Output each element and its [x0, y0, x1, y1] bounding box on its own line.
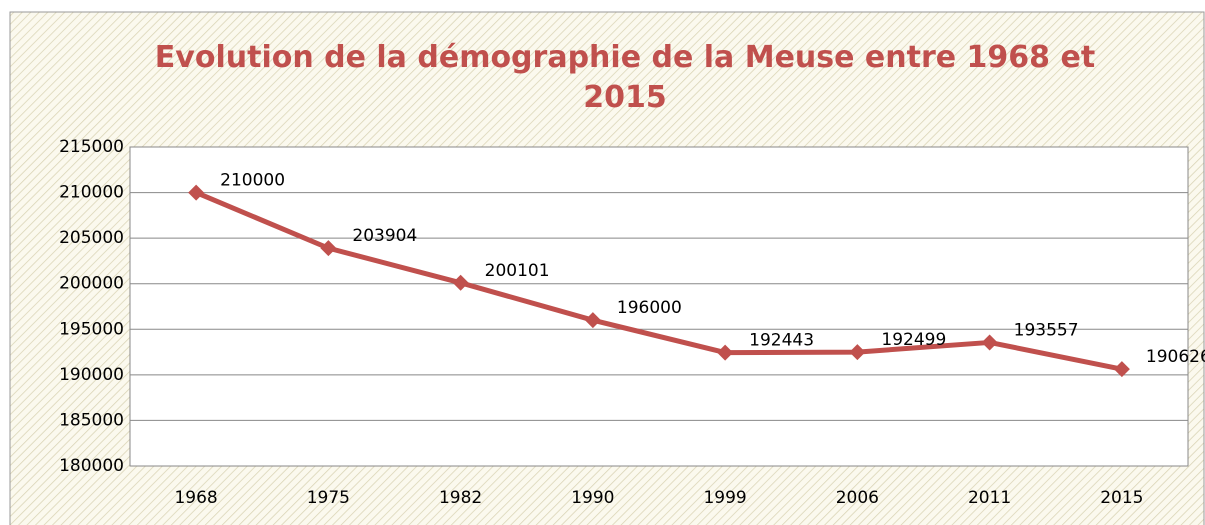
x-tick-label: 2011: [968, 488, 1011, 508]
marker: [1113, 361, 1130, 378]
x-tick-label: 2006: [836, 488, 879, 508]
data-label: 192443: [749, 331, 814, 351]
x-tick-label: 1990: [571, 488, 614, 508]
marker: [188, 184, 205, 201]
marker: [584, 312, 601, 329]
y-tick-label: 210000: [59, 183, 124, 203]
x-tick-label: 1975: [307, 488, 350, 508]
plot-area: [129, 146, 1189, 467]
data-label: 193557: [1014, 320, 1079, 340]
line: [195, 190, 1123, 372]
data-label: 190626: [1146, 347, 1205, 367]
marker: [452, 274, 469, 291]
data-label: 192499: [881, 330, 946, 350]
marker: [717, 344, 734, 361]
y-tick-label: 180000: [59, 456, 124, 476]
chart-title: Evolution de la démographie de la Meuse …: [154, 40, 1096, 115]
y-tick-label: 195000: [59, 319, 124, 339]
data-label: 196000: [617, 298, 682, 318]
y-tick-label: 190000: [59, 365, 124, 385]
y-tick-label: 215000: [59, 137, 124, 157]
x-tick-label: 1999: [703, 488, 746, 508]
data-label: 200101: [485, 261, 550, 281]
marker: [849, 344, 866, 361]
x-tick-label: 1968: [174, 488, 217, 508]
data-label: 210000: [220, 171, 285, 191]
y-tick-label: 205000: [59, 228, 124, 248]
y-tick-label: 185000: [59, 410, 124, 430]
data-label: 203904: [352, 226, 417, 246]
marker: [320, 240, 337, 257]
marker: [981, 334, 998, 351]
x-tick-label: 1982: [439, 488, 482, 508]
y-tick-label: 200000: [59, 274, 124, 294]
x-tick-label: 2015: [1100, 488, 1143, 508]
